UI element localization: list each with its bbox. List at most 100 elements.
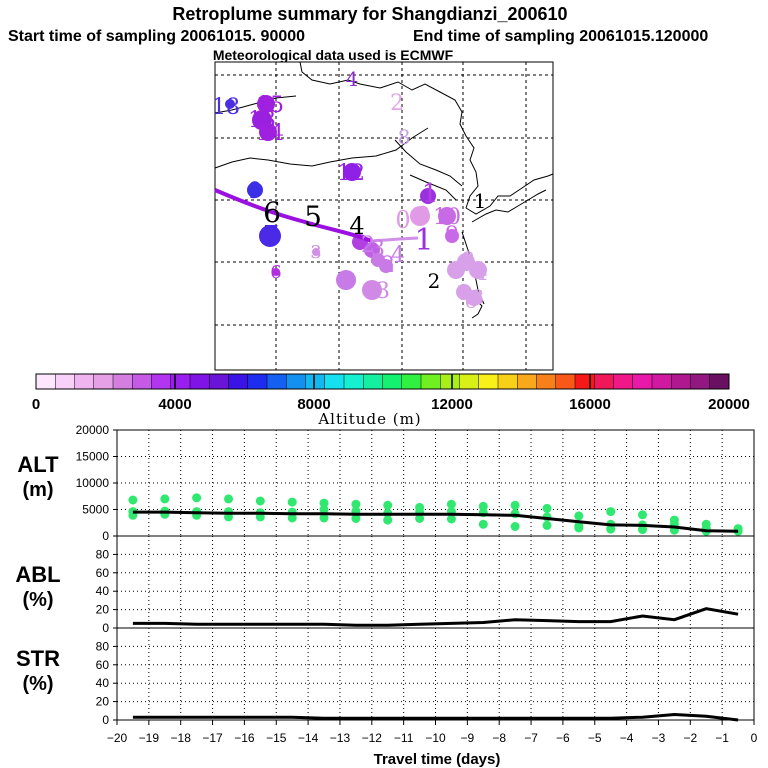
map-day-label: 1	[474, 189, 487, 213]
alt-label: ALT	[17, 452, 59, 477]
map-marker	[362, 280, 382, 300]
x-tick-label: −13	[330, 731, 351, 745]
alt-scatter-point	[128, 495, 138, 505]
str-panel: 80 60 40 20 0 STR(%)	[16, 627, 755, 727]
start-time: Start time of sampling 20061015. 90000	[8, 28, 305, 45]
map-marker	[257, 95, 275, 113]
y-tick-label: 40	[96, 584, 110, 598]
abl-frame	[116, 535, 755, 629]
map-marker	[410, 206, 430, 226]
map-day-label: 0	[395, 206, 410, 234]
str-unit: (%)	[22, 673, 53, 695]
colorbar-tick-label: 20000	[708, 396, 750, 413]
map-day-label: 12	[337, 161, 365, 186]
y-tick-label: 20	[96, 695, 110, 709]
colorbar-swatch	[132, 374, 152, 389]
str-label: STR	[16, 646, 60, 671]
alt-scatter-point	[478, 501, 488, 511]
colorbar-swatch	[401, 374, 422, 389]
map-day-label: 8	[398, 125, 411, 149]
abl-label: ABL	[15, 562, 60, 587]
map-day-label: 9	[445, 223, 459, 248]
x-axis-ticks: −20 −19 −18 −17 −16 −15 −14 −13 −12 −11 −10 −9 −8 −7−…	[107, 720, 758, 745]
alt-scatter-point	[478, 519, 488, 529]
map-marker	[343, 163, 361, 181]
colorbar-swatch	[652, 374, 672, 389]
alt-series-line	[132, 510, 739, 533]
x-tick-label: −3	[652, 731, 666, 745]
colorbar-swatch	[575, 374, 595, 389]
colorbar-swatch	[228, 374, 249, 389]
map-marker	[259, 225, 281, 247]
colorbar-swatch	[440, 374, 460, 389]
colorbar-tick-label: 8000	[297, 396, 330, 413]
alt-scatter-point	[224, 494, 233, 504]
map-marker	[469, 261, 487, 279]
colorbar-tick-label: 16000	[569, 396, 611, 413]
map-day-label: 8	[461, 249, 475, 274]
alt-scatter-point	[542, 520, 552, 530]
map-frame	[214, 61, 554, 371]
x-tick-label: −12	[362, 731, 383, 745]
alt-scatter-point	[192, 493, 202, 503]
map-day-label: 5	[304, 200, 322, 233]
colorbar-swatch	[613, 374, 634, 389]
colorbar-swatch	[690, 374, 711, 389]
x-tick-label: −10	[425, 731, 446, 745]
plume-trajectory-end	[371, 236, 419, 243]
colorbar-swatch	[247, 374, 268, 389]
colorbar-swatch	[632, 374, 653, 389]
map-day-label: 9	[248, 179, 262, 204]
map-day-label: 18	[212, 95, 240, 120]
y-tick-label: 5000	[82, 503, 109, 517]
x-axis-label: Travel time (days)	[374, 751, 501, 768]
y-tick-label: 20000	[76, 423, 110, 437]
x-tick-label: −9	[461, 731, 475, 745]
map-day-label: 43	[362, 279, 390, 304]
map-marker	[466, 290, 482, 306]
colorbar-tick-label: 12000	[431, 396, 473, 413]
map-marker	[272, 268, 280, 276]
y-tick-label: 0	[102, 621, 109, 635]
map-marker	[438, 207, 456, 225]
map-day-label: 9	[415, 202, 430, 230]
colorbar-swatch	[459, 374, 480, 389]
alt-scatter-point	[319, 505, 329, 514]
colorbar-tick-label: 0	[32, 396, 40, 413]
map-day-label: 2	[381, 253, 395, 278]
colorbar-ticks: 0 4000 8000 12000 16000 20000	[32, 396, 750, 413]
map-day-label: 1	[422, 179, 439, 209]
colorbar-swatch	[93, 374, 114, 389]
map-day-label: 3	[310, 242, 321, 263]
map-cluster-markers	[225, 95, 487, 306]
colorbar-tick-label: 4000	[158, 396, 191, 413]
map-day-label: 3	[472, 285, 485, 309]
map-marker	[379, 259, 393, 273]
alt-scatter-point	[383, 515, 393, 525]
y-tick-label: 10000	[76, 476, 110, 490]
alt-panel: 20000 15000 10000 5000 0 ALT(m)	[17, 423, 755, 543]
alt-scatter-point	[255, 496, 265, 506]
map-marker	[225, 99, 235, 109]
y-tick-label: 80	[96, 547, 110, 561]
map-day-label: 2	[390, 91, 404, 116]
map-marker	[420, 188, 436, 204]
alt-scatter-point	[287, 513, 297, 523]
colorbar-swatch	[594, 374, 614, 389]
map-day-label: 15	[256, 93, 284, 118]
map-marker	[445, 229, 459, 243]
time-series-panels: 20000150001000050000ALT(m)806040200ABL(%…	[15, 423, 755, 727]
x-tick-label: −8	[492, 731, 506, 745]
map-day-label: 2	[428, 269, 441, 293]
alt-scatter-point	[446, 514, 456, 524]
colorbar-swatch	[382, 374, 403, 389]
alt-scatter-point	[319, 513, 329, 523]
y-tick-label: 0	[102, 713, 109, 727]
alt-scatter-point	[510, 522, 520, 531]
colorbar-swatch	[190, 374, 210, 389]
x-tick-label: −5	[588, 731, 602, 745]
x-tick-label: −1	[715, 731, 729, 745]
colorbar-swatch	[113, 374, 133, 389]
x-tick-label: −4	[620, 731, 634, 745]
map-day-label: 7	[263, 221, 280, 251]
